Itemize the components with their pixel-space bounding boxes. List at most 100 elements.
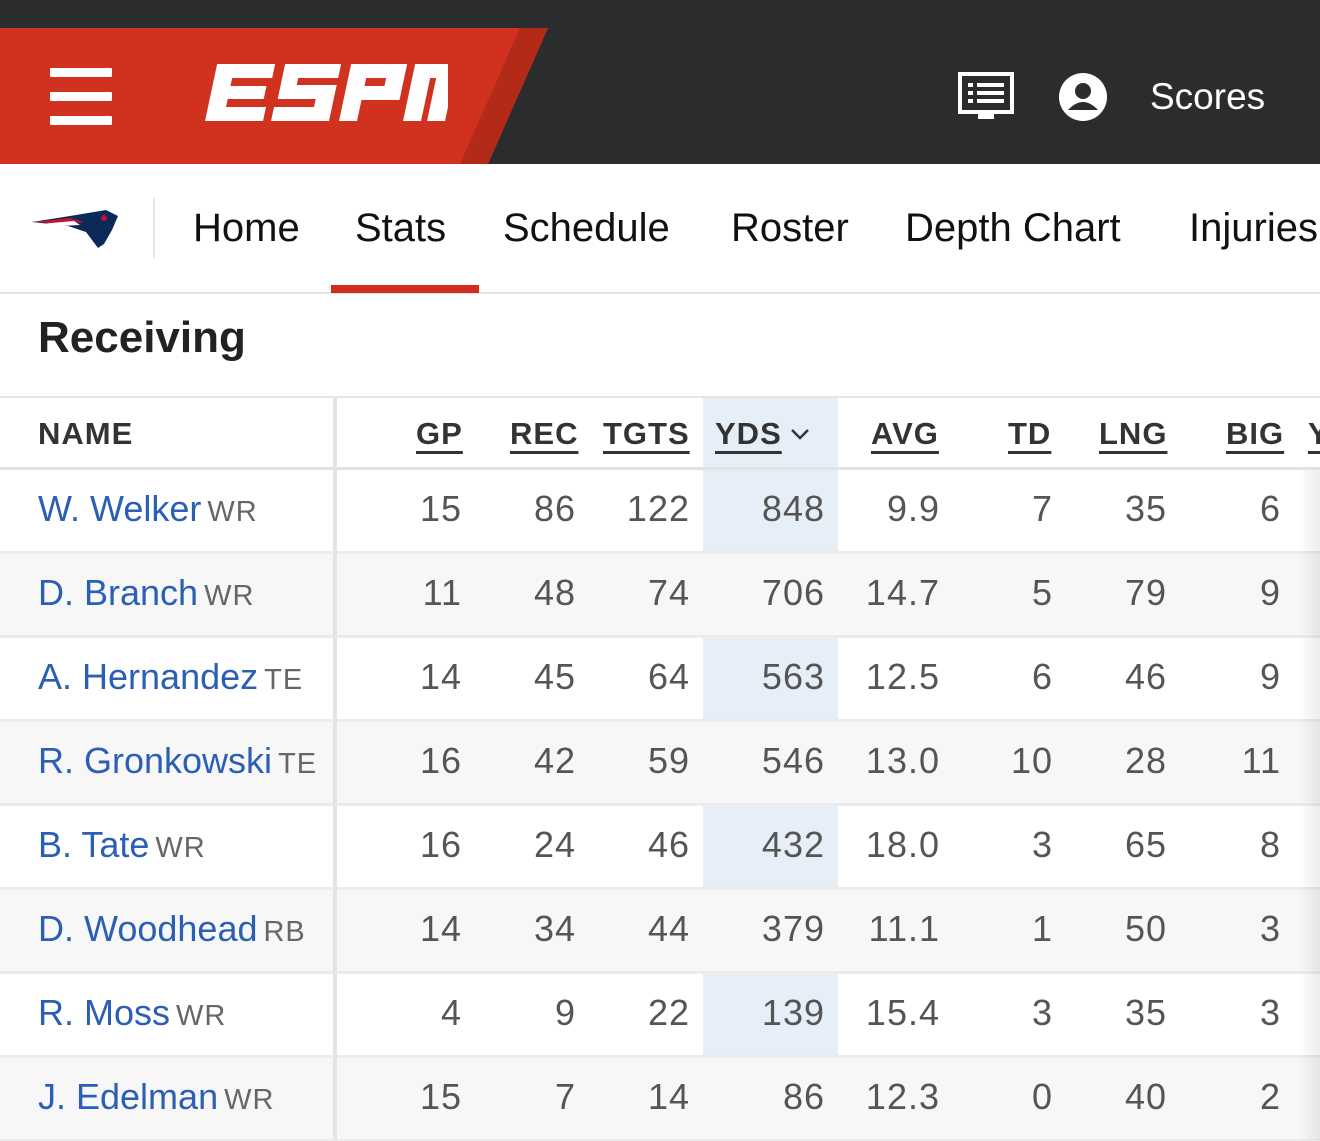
player-name-link[interactable]: D. Branch — [38, 572, 199, 613]
espn-logo[interactable] — [200, 60, 448, 130]
player-name-link[interactable]: A. Hernandez — [38, 656, 259, 697]
stat-yds: 379 — [761, 908, 825, 949]
section-title: Receiving — [38, 313, 246, 362]
top-bar: Scores — [0, 0, 1320, 164]
stat-rec: 7 — [554, 1076, 576, 1117]
stat-avg: 15.4 — [865, 992, 940, 1033]
stat-rec: 48 — [533, 572, 576, 613]
stat-yds: 546 — [761, 740, 825, 781]
player-cell: D. Woodhead RB — [38, 908, 306, 950]
stat-avg: 14.7 — [865, 572, 940, 613]
tab-schedule[interactable]: Schedule — [503, 206, 670, 250]
stat-rec: 24 — [533, 824, 576, 865]
patriots-logo-icon[interactable] — [30, 204, 120, 254]
player-name-link[interactable]: D. Woodhead — [38, 908, 258, 949]
player-name-link[interactable]: W. Welker — [38, 488, 202, 529]
stat-td: 7 — [1031, 488, 1053, 529]
menu-icon[interactable] — [50, 68, 112, 126]
column-header-yds[interactable]: YDS — [715, 416, 810, 452]
stat-avg: 11.1 — [868, 908, 940, 949]
player-cell: W. Welker WR — [38, 488, 258, 530]
stat-gp: 4 — [440, 992, 462, 1033]
profile-icon[interactable] — [1058, 72, 1108, 122]
stat-td: 10 — [1010, 740, 1053, 781]
tab-depth-chart[interactable]: Depth Chart — [905, 206, 1121, 250]
nav-divider — [153, 198, 155, 258]
column-header-yds-label: YDS — [715, 416, 782, 451]
stat-yds: 848 — [761, 488, 825, 529]
player-cell: A. Hernandez TE — [38, 656, 303, 698]
table-row: B. Tate WR 16 24 46 432 18.0 3 65 8 — [0, 806, 1320, 890]
stat-big: 11 — [1241, 740, 1281, 781]
player-name-link[interactable]: J. Edelman — [38, 1076, 219, 1117]
column-header-lng[interactable]: LNG — [1099, 416, 1168, 451]
player-name-link[interactable]: R. Gronkowski — [38, 740, 273, 781]
stat-tgts: 46 — [647, 824, 690, 865]
column-header-name: NAME — [38, 416, 134, 451]
news-icon[interactable] — [956, 70, 1016, 124]
stat-yds: 706 — [761, 572, 825, 613]
player-position: RB — [263, 916, 306, 948]
player-name-link[interactable]: R. Moss — [38, 992, 171, 1033]
stat-gp: 16 — [419, 824, 462, 865]
stat-lng: 28 — [1124, 740, 1167, 781]
stat-tgts: 74 — [647, 572, 690, 613]
stat-big: 2 — [1259, 1076, 1281, 1117]
stat-tgts: 59 — [647, 740, 690, 781]
column-header-rec[interactable]: REC — [510, 416, 579, 451]
table-row: D. Branch WR 11 48 74 706 14.7 5 79 9 — [0, 554, 1320, 638]
player-cell: D. Branch WR — [38, 572, 254, 614]
tab-roster[interactable]: Roster — [731, 206, 849, 250]
stat-big: 9 — [1259, 656, 1281, 697]
tab-injuries[interactable]: Injuries — [1189, 206, 1318, 250]
stat-td: 3 — [1031, 824, 1053, 865]
stat-lng: 46 — [1124, 656, 1167, 697]
stat-rec: 42 — [533, 740, 576, 781]
name-column-divider — [333, 398, 337, 1140]
receiving-stats-table: NAME GP REC TGTS YDS AVG TD LNG BIG Y W.… — [0, 396, 1320, 1141]
player-position: WR — [224, 1084, 275, 1116]
table-row: A. Hernandez TE 14 45 64 563 12.5 6 46 9 — [0, 638, 1320, 722]
stat-lng: 35 — [1124, 992, 1167, 1033]
column-header-avg[interactable]: AVG — [871, 416, 939, 451]
stat-td: 6 — [1031, 656, 1053, 697]
column-header-big[interactable]: BIG — [1226, 416, 1285, 451]
active-tab-indicator — [331, 285, 479, 293]
stat-yds: 563 — [761, 656, 825, 697]
player-position: WR — [176, 1000, 227, 1032]
player-cell: B. Tate WR — [38, 824, 206, 866]
stat-td: 5 — [1031, 572, 1053, 613]
player-position: WR — [204, 580, 255, 612]
player-position: TE — [278, 748, 318, 780]
team-nav: Home Stats Schedule Roster Depth Chart I… — [0, 164, 1320, 294]
chevron-down-icon — [790, 429, 809, 440]
column-header-gp[interactable]: GP — [416, 416, 463, 451]
scroll-shadow — [1298, 470, 1320, 1140]
stat-lng: 35 — [1124, 488, 1167, 529]
player-cell: R. Gronkowski TE — [38, 740, 317, 782]
table-row: D. Woodhead RB 14 34 44 379 11.1 1 50 3 — [0, 890, 1320, 974]
stat-gp: 15 — [419, 488, 462, 529]
stat-avg: 12.5 — [865, 656, 940, 697]
stat-lng: 40 — [1124, 1076, 1167, 1117]
player-cell: R. Moss WR — [38, 992, 226, 1034]
tab-home[interactable]: Home — [193, 206, 300, 250]
stat-rec: 45 — [533, 656, 576, 697]
stat-gp: 14 — [419, 908, 462, 949]
stat-gp: 16 — [419, 740, 462, 781]
table-header: NAME GP REC TGTS YDS AVG TD LNG BIG Y — [0, 398, 1320, 470]
scores-link[interactable]: Scores — [1150, 76, 1266, 117]
column-header-td[interactable]: TD — [1008, 416, 1052, 451]
stat-big: 8 — [1259, 824, 1281, 865]
tab-stats[interactable]: Stats — [355, 206, 447, 250]
stat-td: 0 — [1031, 1076, 1053, 1117]
stat-avg: 13.0 — [865, 740, 940, 781]
stat-tgts: 14 — [647, 1076, 690, 1117]
stat-tgts: 122 — [626, 488, 690, 529]
column-header-y[interactable]: Y — [1308, 416, 1320, 451]
stat-rec: 34 — [533, 908, 576, 949]
stat-lng: 50 — [1124, 908, 1167, 949]
player-name-link[interactable]: B. Tate — [38, 824, 150, 865]
column-header-tgts[interactable]: TGTS — [603, 416, 690, 451]
stat-tgts: 44 — [647, 908, 690, 949]
